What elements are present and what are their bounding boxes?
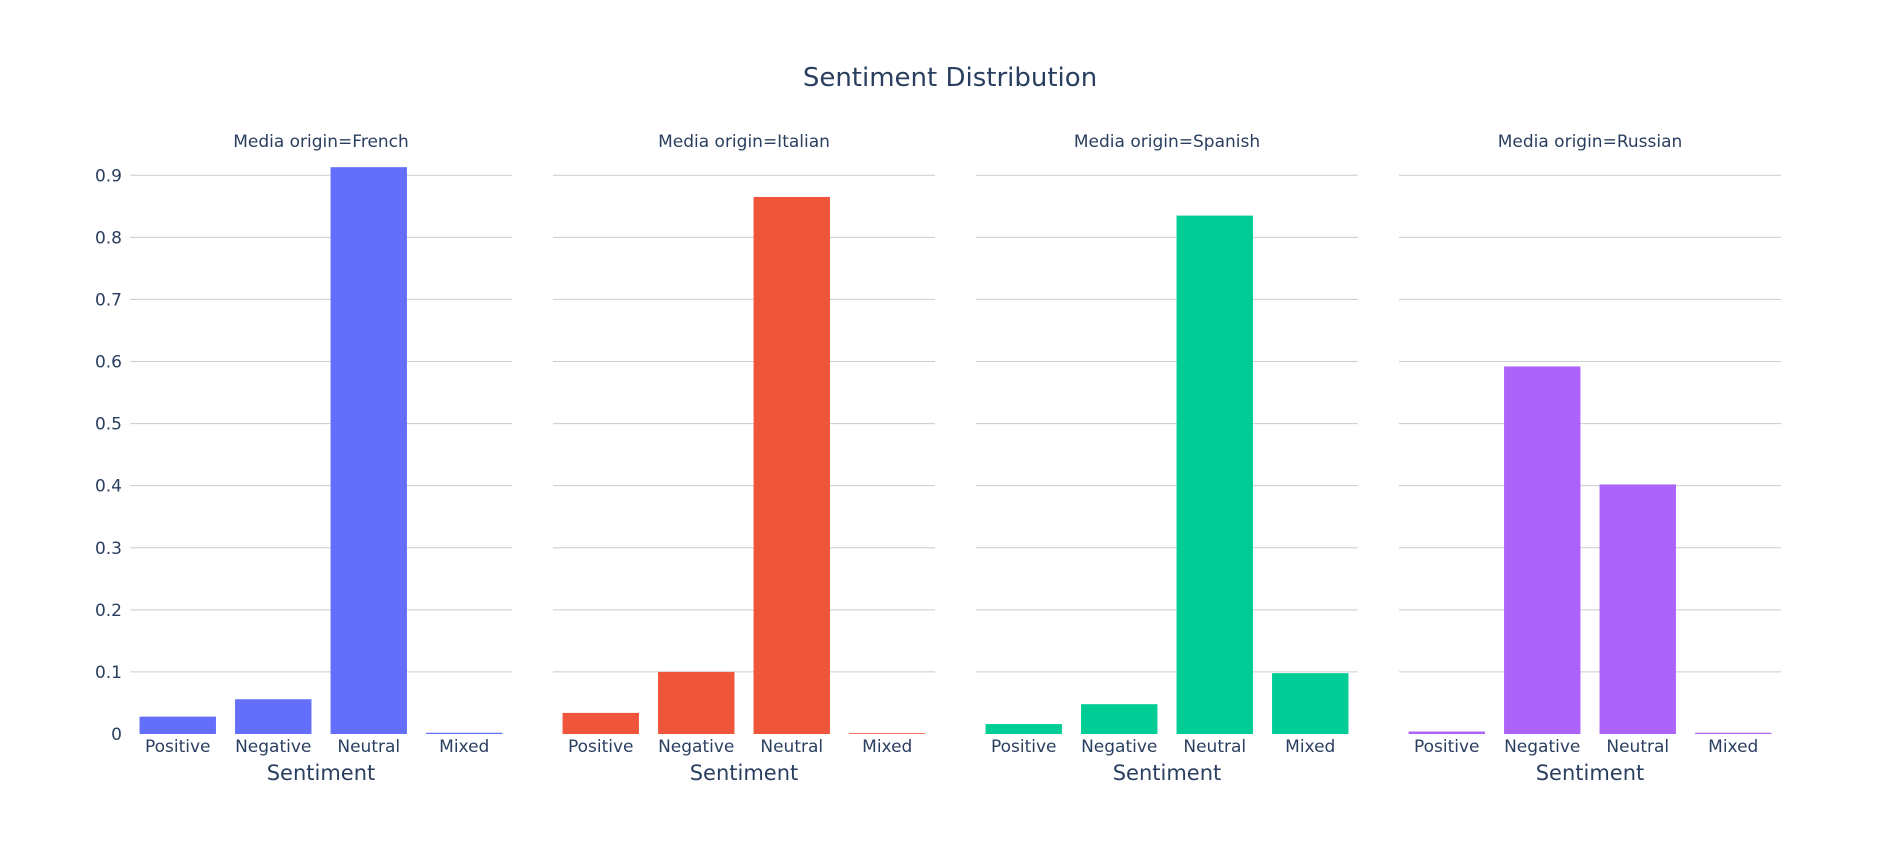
panel-title: Media origin=Russian bbox=[1498, 132, 1683, 152]
y-axis: 0 0.1 0.2 0.3 0.4 0.5 0.6 0.7 0.8 0.9 bbox=[95, 166, 122, 745]
x-axis-label: Sentiment bbox=[267, 761, 376, 785]
y-tick-label: 0.2 bbox=[95, 601, 122, 621]
x-tick-label: Mixed bbox=[862, 737, 912, 757]
y-tick-label: 0.6 bbox=[95, 353, 122, 373]
x-tick-label: Neutral bbox=[760, 737, 823, 757]
x-tick-label: Negative bbox=[658, 737, 734, 757]
x-tick-label: Negative bbox=[1081, 737, 1157, 757]
x-tick-label: Positive bbox=[145, 737, 211, 757]
x-tick-label: Neutral bbox=[337, 737, 400, 757]
y-tick-label: 0.8 bbox=[95, 228, 122, 248]
bar-positive bbox=[985, 724, 1062, 734]
y-tick-label: 0 bbox=[111, 725, 122, 745]
bar-positive bbox=[139, 716, 216, 734]
y-tick-label: 0.3 bbox=[95, 539, 122, 559]
x-tick-label: Neutral bbox=[1183, 737, 1246, 757]
y-tick-label: 0.9 bbox=[95, 166, 122, 186]
bar-mixed bbox=[849, 733, 926, 734]
chart-title: Sentiment Distribution bbox=[803, 63, 1097, 93]
x-tick-label: Mixed bbox=[1708, 737, 1758, 757]
facet-panel: Media origin=French Positive Negative Neutr… bbox=[130, 132, 512, 785]
bar-positive bbox=[562, 712, 639, 734]
bar-neutral bbox=[1176, 215, 1253, 734]
x-tick-label: Positive bbox=[1414, 737, 1480, 757]
y-tick-label: 0.7 bbox=[95, 290, 122, 310]
bar-neutral bbox=[330, 167, 407, 734]
facet-panel: Media origin=Russian Positive Negative Neut… bbox=[1399, 132, 1781, 785]
x-tick-label: Positive bbox=[568, 737, 634, 757]
panel-title: Media origin=Spanish bbox=[1074, 132, 1260, 152]
bar-negative bbox=[658, 671, 735, 734]
bar-positive bbox=[1408, 731, 1485, 734]
x-tick-label: Positive bbox=[991, 737, 1057, 757]
panel-title: Media origin=French bbox=[233, 132, 409, 152]
y-tick-label: 0.4 bbox=[95, 477, 122, 497]
x-tick-label: Neutral bbox=[1606, 737, 1669, 757]
bar-neutral bbox=[753, 196, 830, 734]
y-tick-label: 0.5 bbox=[95, 415, 122, 435]
facet-panel: Media origin=Spanish Positive Negative Neut… bbox=[976, 132, 1358, 785]
x-tick-label: Mixed bbox=[1285, 737, 1335, 757]
panel-title: Media origin=Italian bbox=[658, 132, 830, 152]
x-axis-label: Sentiment bbox=[1536, 761, 1645, 785]
bar-neutral bbox=[1599, 484, 1676, 734]
x-axis-label: Sentiment bbox=[690, 761, 799, 785]
facet-panel: Media origin=Italian Positive Negative Neut… bbox=[553, 132, 935, 785]
bar-mixed bbox=[1272, 673, 1349, 734]
bar-mixed bbox=[1695, 732, 1772, 734]
facet-panels: Media origin=French Positive Negative Neutr… bbox=[130, 132, 1781, 785]
bar-mixed bbox=[426, 732, 503, 734]
x-tick-label: Negative bbox=[235, 737, 311, 757]
bar-negative bbox=[1081, 704, 1158, 734]
bar-negative bbox=[235, 699, 312, 734]
x-axis-label: Sentiment bbox=[1113, 761, 1222, 785]
bar-negative bbox=[1504, 366, 1581, 734]
x-tick-label: Negative bbox=[1504, 737, 1580, 757]
y-tick-label: 0.1 bbox=[95, 663, 122, 683]
x-tick-label: Mixed bbox=[439, 737, 489, 757]
